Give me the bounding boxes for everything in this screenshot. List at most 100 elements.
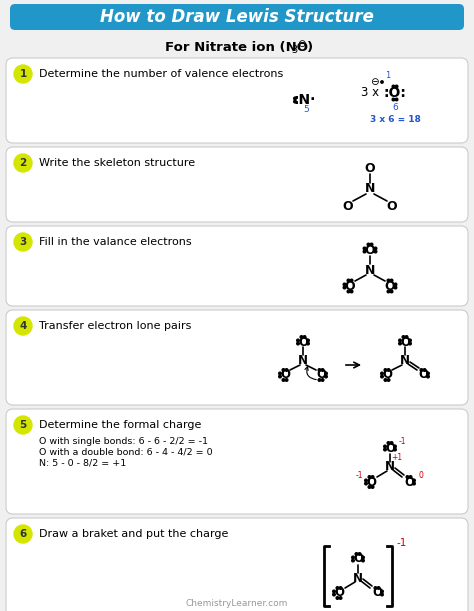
Text: O: O: [400, 335, 410, 348]
Circle shape: [343, 287, 346, 289]
Circle shape: [307, 342, 310, 345]
Text: -1: -1: [397, 538, 407, 548]
FancyBboxPatch shape: [6, 147, 468, 222]
Circle shape: [387, 379, 390, 381]
Circle shape: [427, 375, 429, 378]
Circle shape: [350, 290, 353, 293]
FancyBboxPatch shape: [6, 226, 468, 306]
Text: N: N: [365, 183, 375, 196]
Circle shape: [363, 247, 366, 250]
Text: O: O: [382, 368, 392, 381]
Circle shape: [371, 476, 374, 478]
Text: O with a double bond: 6 - 4 - 4/2 = 0: O with a double bond: 6 - 4 - 4/2 = 0: [39, 447, 213, 456]
Circle shape: [399, 342, 401, 345]
Circle shape: [405, 335, 408, 338]
Circle shape: [387, 279, 390, 282]
Text: N: N: [365, 263, 375, 277]
Circle shape: [362, 559, 365, 562]
Circle shape: [303, 335, 306, 338]
Circle shape: [395, 98, 398, 101]
Circle shape: [321, 379, 324, 381]
FancyArrowPatch shape: [305, 367, 316, 379]
Circle shape: [285, 368, 288, 371]
Circle shape: [381, 375, 383, 378]
Circle shape: [307, 339, 310, 342]
Circle shape: [381, 372, 383, 375]
Circle shape: [394, 445, 396, 448]
Circle shape: [381, 593, 383, 596]
Text: O: O: [334, 587, 344, 599]
Circle shape: [423, 368, 426, 371]
Text: -1: -1: [355, 472, 363, 480]
Circle shape: [390, 279, 393, 282]
Text: ⊖: ⊖: [370, 77, 378, 87]
Circle shape: [384, 379, 387, 381]
Circle shape: [336, 597, 339, 599]
Text: 3 x: 3 x: [361, 87, 379, 100]
Circle shape: [14, 317, 32, 335]
Text: 4: 4: [19, 321, 27, 331]
Circle shape: [14, 416, 32, 434]
Text: How to Draw Lewis Structure: How to Draw Lewis Structure: [100, 8, 374, 26]
Text: 3 x 6 = 18: 3 x 6 = 18: [370, 114, 420, 123]
Circle shape: [394, 283, 397, 286]
Circle shape: [282, 368, 285, 371]
Circle shape: [318, 368, 321, 371]
Text: Determine the number of valence electrons: Determine the number of valence electron…: [39, 69, 283, 79]
Circle shape: [377, 587, 380, 589]
Circle shape: [294, 97, 296, 100]
Circle shape: [279, 372, 281, 375]
Text: N: N: [385, 461, 395, 474]
Text: N: N: [353, 571, 363, 585]
Text: O: O: [280, 368, 290, 381]
Text: O: O: [343, 200, 353, 213]
Circle shape: [358, 553, 361, 555]
Circle shape: [282, 379, 285, 381]
Circle shape: [387, 368, 390, 371]
Text: O: O: [345, 279, 356, 293]
Circle shape: [387, 442, 390, 444]
FancyBboxPatch shape: [6, 58, 468, 143]
FancyBboxPatch shape: [6, 409, 468, 514]
Circle shape: [336, 587, 339, 589]
Circle shape: [367, 243, 370, 246]
Text: O with single bonds: 6 - 6 - 2/2 = -1: O with single bonds: 6 - 6 - 2/2 = -1: [39, 436, 208, 445]
Circle shape: [399, 339, 401, 342]
Circle shape: [427, 372, 429, 375]
Circle shape: [14, 65, 32, 83]
Circle shape: [14, 525, 32, 543]
Circle shape: [409, 342, 411, 345]
Circle shape: [347, 279, 350, 282]
Circle shape: [402, 335, 405, 338]
FancyBboxPatch shape: [6, 518, 468, 611]
Text: Write the skeleton structure: Write the skeleton structure: [39, 158, 195, 168]
Text: 5: 5: [19, 420, 27, 430]
Text: N: N: [400, 354, 410, 367]
Circle shape: [383, 448, 386, 451]
Circle shape: [350, 279, 353, 282]
Circle shape: [297, 339, 299, 342]
Circle shape: [368, 486, 371, 488]
Text: Fill in the valance electrons: Fill in the valance electrons: [39, 237, 191, 247]
Circle shape: [392, 85, 395, 88]
Text: 2: 2: [19, 158, 27, 168]
Circle shape: [381, 81, 383, 83]
Circle shape: [285, 379, 288, 381]
Circle shape: [409, 339, 411, 342]
Circle shape: [383, 445, 386, 448]
Circle shape: [347, 290, 350, 293]
Circle shape: [279, 375, 281, 378]
Circle shape: [343, 283, 346, 286]
Circle shape: [406, 476, 409, 478]
Circle shape: [14, 233, 32, 251]
Text: :N·: :N·: [294, 93, 316, 107]
Circle shape: [333, 593, 335, 596]
Circle shape: [321, 368, 324, 371]
Text: Transfer electron lone pairs: Transfer electron lone pairs: [39, 321, 191, 331]
Circle shape: [355, 553, 358, 555]
Circle shape: [14, 154, 32, 172]
Circle shape: [413, 479, 415, 481]
Circle shape: [297, 342, 299, 345]
Text: -1: -1: [398, 436, 406, 445]
Text: O: O: [372, 587, 382, 599]
